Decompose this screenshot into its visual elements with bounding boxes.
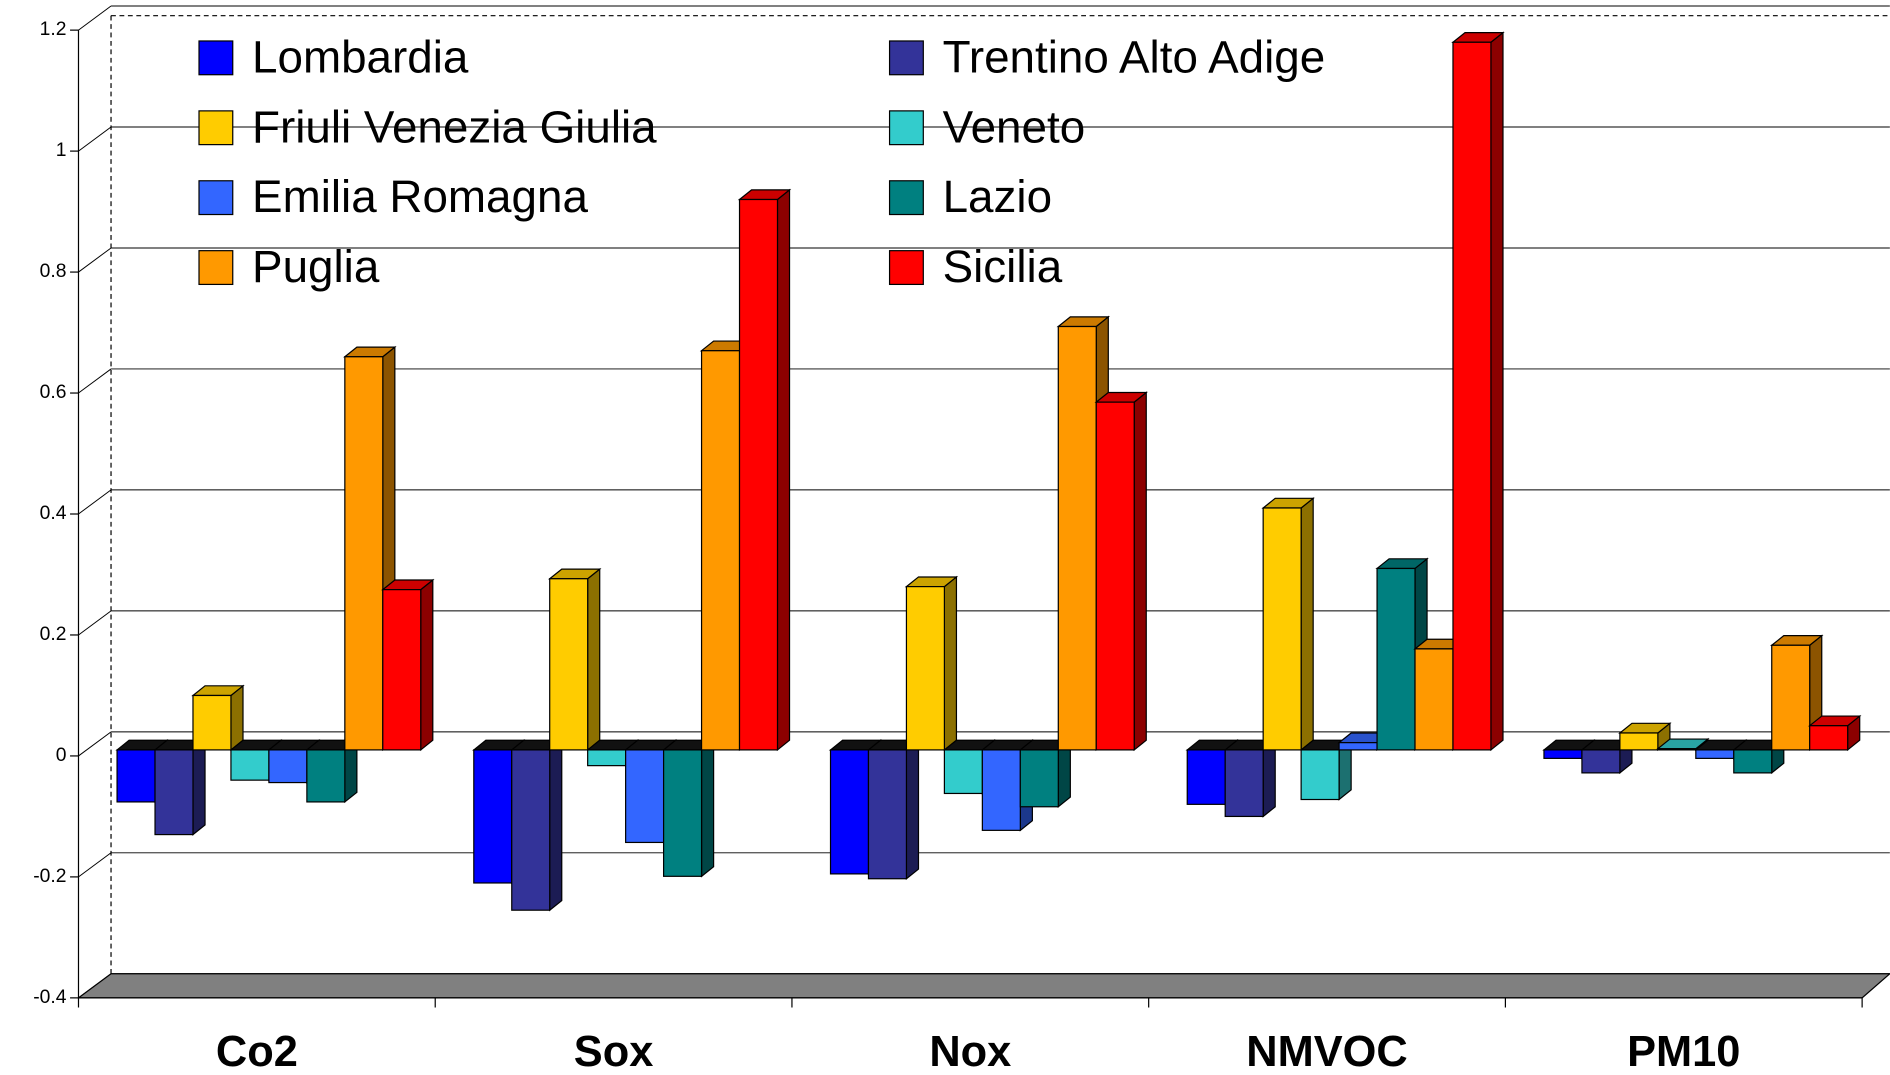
bar	[829, 749, 870, 875]
y-tick-label: 1.2	[40, 19, 67, 40]
bar	[549, 578, 589, 751]
bar	[382, 589, 422, 751]
bar	[1338, 742, 1378, 751]
bar-side	[776, 188, 791, 752]
bar	[1376, 567, 1416, 751]
legend-swatch	[888, 110, 924, 146]
grid-line-side	[78, 852, 112, 878]
x-tick-label: NMVOC	[1246, 1028, 1407, 1075]
bar	[1452, 41, 1492, 751]
grid-line-side	[78, 5, 112, 31]
bar	[1543, 749, 1583, 759]
y-tick-label: 1	[56, 140, 67, 161]
legend-label: Puglia	[252, 241, 380, 292]
bar	[1300, 749, 1340, 801]
x-tick-label: Sox	[574, 1028, 654, 1075]
bar	[1657, 748, 1697, 751]
bar	[230, 749, 270, 781]
x-tick-label: Nox	[929, 1028, 1011, 1075]
bar	[473, 749, 513, 884]
legend-swatch	[198, 250, 234, 286]
bar	[268, 749, 308, 784]
legend-label: Trentino Alto Adige	[943, 31, 1326, 82]
legend-swatch	[888, 250, 924, 286]
legend-label: Emilia Romagna	[252, 171, 588, 222]
bar	[1262, 507, 1302, 751]
grid-line-side	[78, 489, 112, 515]
bar	[1057, 325, 1097, 751]
floor	[76, 973, 1890, 999]
legend-label: Friuli Venezia Giulia	[252, 101, 657, 152]
bar-side	[587, 567, 601, 752]
bar	[511, 749, 551, 911]
bar	[1095, 401, 1135, 751]
legend-swatch	[888, 40, 924, 76]
bar	[1619, 732, 1659, 751]
bar-side	[549, 739, 563, 912]
bar	[154, 749, 194, 836]
legend-label: Lombardia	[252, 31, 469, 82]
bar-side	[192, 739, 206, 836]
bar-side	[700, 739, 715, 878]
bar	[943, 749, 983, 795]
y-tick-label: -0.2	[33, 866, 66, 887]
y-tick-label: -0.4	[33, 987, 66, 1008]
bar	[306, 749, 346, 803]
bar	[1581, 749, 1621, 774]
bar	[662, 749, 703, 877]
bar	[1019, 749, 1059, 808]
bar-side	[230, 684, 244, 752]
bar-side	[1490, 31, 1504, 752]
bar	[587, 749, 627, 767]
y-tick-label: 0.4	[40, 503, 67, 524]
y-tick-label: 0	[56, 745, 67, 766]
bar	[867, 749, 908, 880]
y-tick-label: 0.6	[40, 382, 67, 403]
y-tick-label: 0.2	[40, 624, 67, 645]
legend-label: Veneto	[943, 101, 1086, 152]
bar-side	[1300, 497, 1314, 752]
bar	[344, 356, 384, 751]
grid-line-side	[78, 368, 112, 394]
legend-swatch	[888, 180, 924, 216]
bar	[1695, 749, 1735, 759]
grid-line-side	[78, 610, 112, 636]
grid-line-side	[78, 731, 112, 757]
grid-line-side	[78, 126, 112, 152]
bar-side	[1262, 739, 1276, 818]
bar	[981, 749, 1021, 831]
bar	[700, 350, 741, 751]
bar-side	[943, 575, 958, 752]
x-tick-label: PM10	[1627, 1028, 1740, 1075]
bar	[116, 749, 156, 803]
bar	[905, 586, 945, 751]
legend-swatch	[198, 40, 234, 76]
bar	[738, 198, 779, 751]
bar	[192, 694, 232, 751]
grid-line-side	[78, 247, 112, 273]
bar-side	[905, 739, 920, 880]
bar-side	[1133, 391, 1147, 752]
bar-side	[420, 578, 434, 752]
legend-label: Lazio	[943, 171, 1052, 222]
bar	[625, 749, 665, 844]
bar	[1224, 749, 1264, 818]
bar	[1771, 644, 1811, 751]
y-tick-label: 0.8	[40, 261, 67, 282]
bar	[1186, 749, 1226, 805]
bar	[1809, 725, 1849, 751]
legend-label: Sicilia	[943, 241, 1063, 292]
legend-swatch	[198, 110, 234, 146]
bar	[1733, 749, 1773, 774]
bar	[1414, 648, 1454, 751]
legend-swatch	[198, 180, 234, 216]
x-tick-label: Co2	[216, 1028, 298, 1075]
